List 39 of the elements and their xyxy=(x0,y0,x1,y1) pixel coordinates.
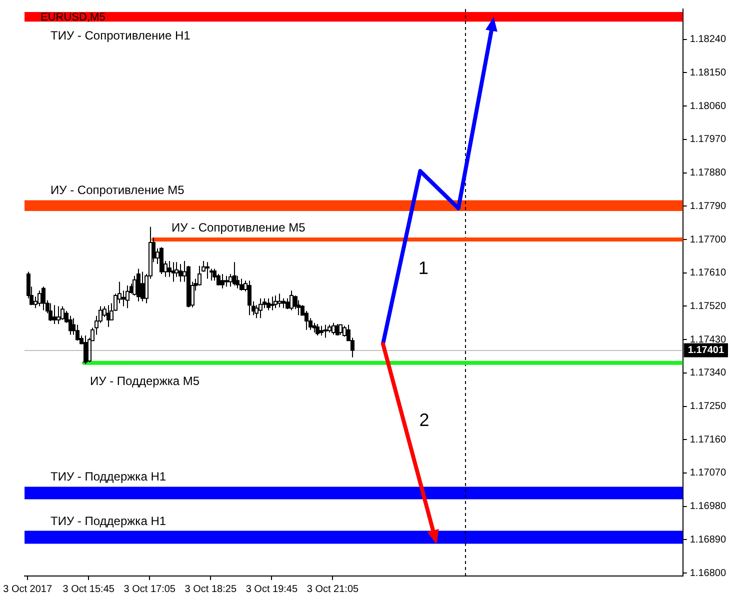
y-tick-label: 1.18240 xyxy=(690,34,726,46)
y-tick-label: 1.17700 xyxy=(690,234,726,246)
y-tick-label: 1.17340 xyxy=(690,368,726,379)
band-label: ИУ - Сопротивление M5 xyxy=(50,183,185,198)
candlestick xyxy=(258,298,262,319)
candlestick xyxy=(126,284,130,309)
candlestick xyxy=(278,293,282,308)
y-tick-label: 1.17160 xyxy=(690,434,726,446)
x-tick-label: 3 Oct 19:45 xyxy=(246,584,298,595)
x-tick-label: 3 Oct 17:05 xyxy=(124,584,176,595)
y-tick-label: 1.17430 xyxy=(690,334,726,346)
candlestick xyxy=(290,290,294,311)
annotation: 1 xyxy=(418,258,428,278)
x-tick-label: 3 Oct 18:25 xyxy=(184,584,237,595)
x-tick-label: 3 Oct 21:05 xyxy=(306,584,359,595)
y-tick-label: 1.17790 xyxy=(690,200,726,212)
candlestick xyxy=(56,306,60,324)
y-tick-label: 1.17880 xyxy=(690,168,726,179)
x-tick-label: 3 Oct 2017 xyxy=(3,584,52,595)
candlestick xyxy=(274,294,278,309)
chart-title: EURUSD,M5 xyxy=(40,12,106,24)
annotation: 2 xyxy=(419,410,430,430)
y-tick-label: 1.17520 xyxy=(690,300,726,312)
y-tick-label: 1.17610 xyxy=(690,268,726,279)
y-tick-label: 1.18150 xyxy=(690,67,726,78)
y-tick-label: 1.17250 xyxy=(690,401,726,412)
band-label: ТИУ - Поддержка H1 xyxy=(50,514,166,528)
y-tick-label: 1.16800 xyxy=(690,568,726,579)
y-tick-label: 1.16890 xyxy=(690,534,726,546)
ref-line-label: 1.17401 xyxy=(688,345,724,356)
series-label: ИУ - Поддержка M5 xyxy=(90,374,200,388)
y-tick-label: 1.17070 xyxy=(690,468,726,479)
series-label: ИУ - Сопротивление M5 xyxy=(171,220,306,235)
x-tick-label: 3 Oct 15:45 xyxy=(62,584,115,595)
band-label: ТИУ - Сопротивление H1 xyxy=(50,28,191,43)
band-label: ТИУ - Поддержка H1 xyxy=(50,470,166,484)
y-tick-label: 1.17970 xyxy=(690,134,726,146)
y-tick-label: 1.18060 xyxy=(690,100,726,112)
y-tick-label: 1.16980 xyxy=(690,501,726,512)
